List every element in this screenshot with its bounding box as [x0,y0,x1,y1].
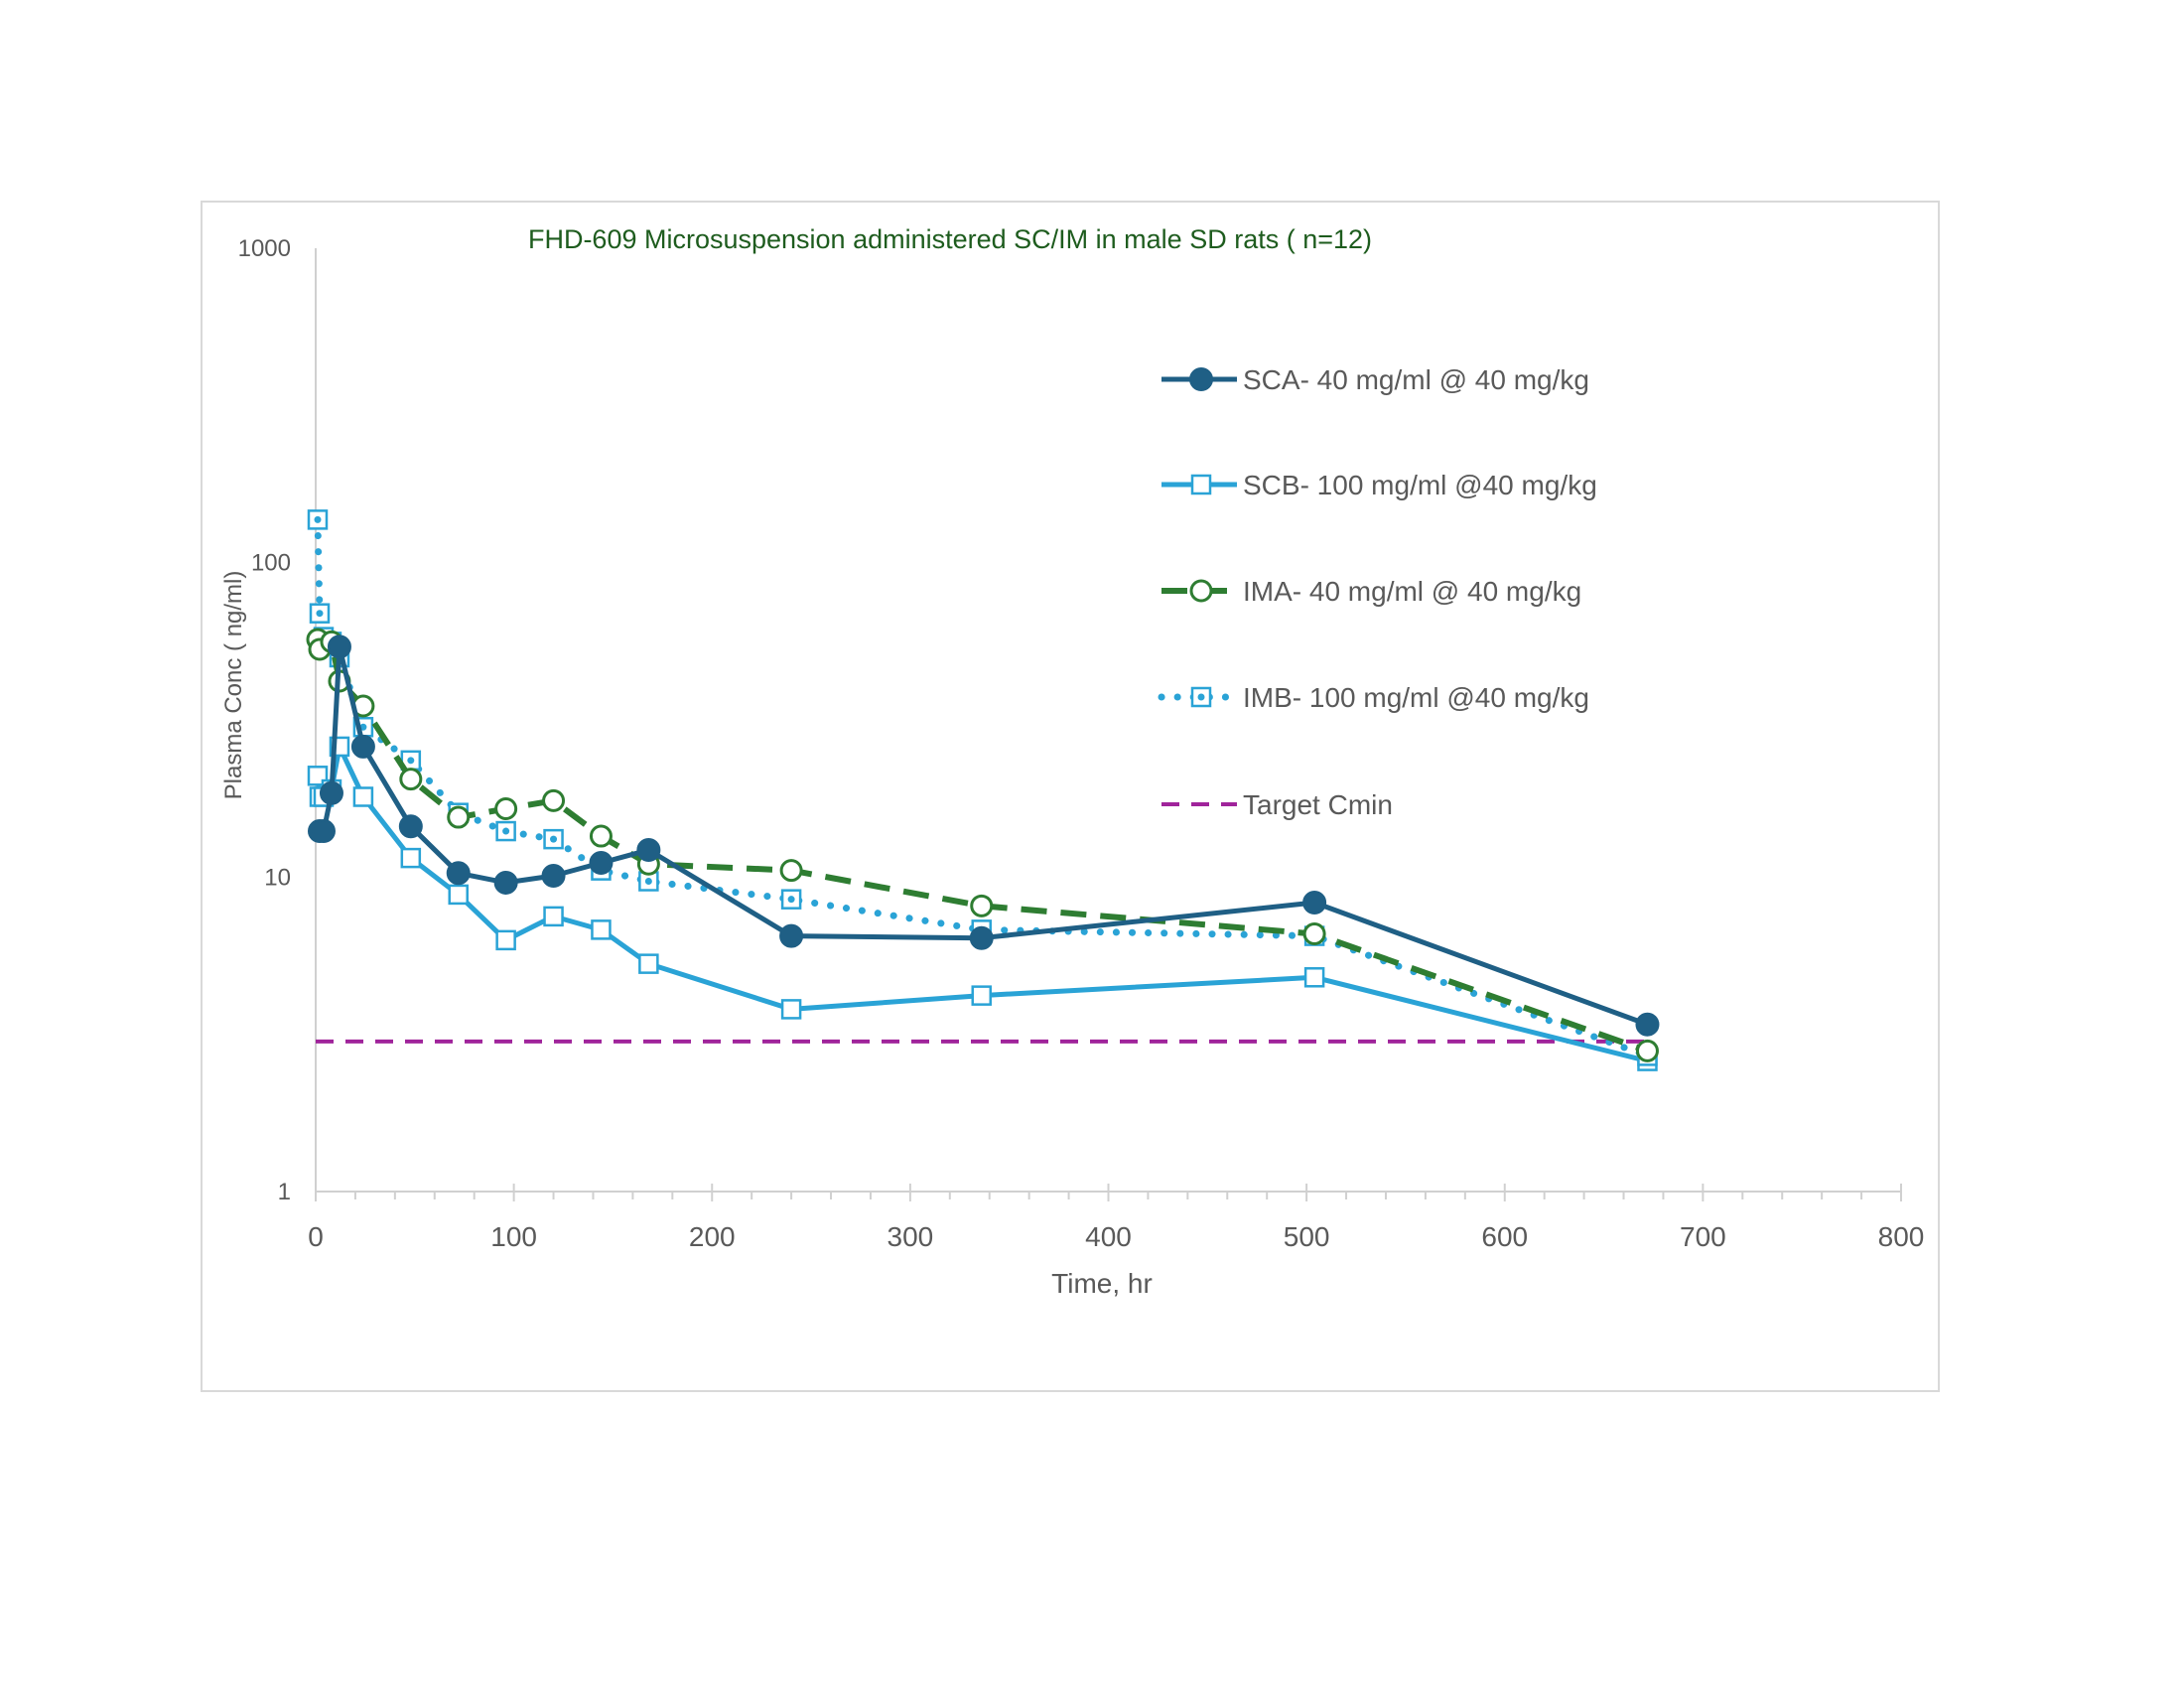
series-2-point [970,894,994,917]
series-3-point-dot [314,515,322,523]
series-0-point [319,780,343,805]
series-0-point [327,634,351,659]
series-1-point [638,953,659,974]
series-2-point [494,796,518,820]
y-tick-label: 1000 [238,235,291,262]
series-2-point [589,824,613,848]
series-0-point [1635,1012,1660,1037]
legend-label: SCB- 100 mg/ml @40 mg/kg [1243,470,1597,500]
x-tick-label: 100 [490,1221,537,1252]
x-tick-label: 0 [308,1221,324,1252]
axes: 0 100 200 300 400 500 600 700 800 1 10 100 1000 [238,235,1925,1252]
series-0-point [589,850,614,875]
x-tick-label: 200 [689,1221,736,1252]
series-2-point [542,788,566,812]
series-1-point [1303,967,1325,988]
x-tick-label: 500 [1284,1221,1330,1252]
series-1-point [780,999,802,1020]
series-1-point [448,884,469,906]
series-3-point-dot [787,896,795,904]
y-tick-label: 1 [278,1179,291,1205]
series-3-point-dot [644,878,652,886]
x-tick-label: 600 [1481,1221,1528,1252]
x-tick-label: 800 [1878,1221,1925,1252]
series-0-point [446,861,471,886]
series-3-point-dot [502,827,510,835]
series-0-point [541,863,566,888]
chart-frame [201,201,1940,1392]
series-3-point [543,828,564,850]
legend-label: IMB- 100 mg/ml @40 mg/kg [1243,682,1589,713]
x-tick-label: 400 [1085,1221,1132,1252]
legend-item: SCB- 100 mg/ml @40 mg/kg [1161,470,1597,500]
series-0 [307,634,1660,1037]
series-3-point [309,603,331,624]
legend-swatch-marker [1190,686,1212,708]
legend-swatch-marker [1190,474,1212,495]
series-1-point [352,786,374,807]
series-0-point [779,923,804,948]
series-2-point [447,805,471,829]
series-0-point [398,814,423,839]
y-axis-title: Plasma Conc ( ng/ml) [220,571,247,800]
series-3-point [307,509,329,530]
y-tick-label: 10 [264,864,291,891]
legend-label: IMA- 40 mg/ml @ 40 mg/kg [1243,576,1581,607]
series-1-point [543,906,564,927]
series-0-point [493,870,518,895]
y-tick-label: 100 [251,550,291,577]
series-2-point [399,768,423,791]
chart-title: FHD-609 Microsuspension administered SC/… [528,224,1372,254]
x-tick-label: 700 [1680,1221,1726,1252]
series-0-point [311,819,336,844]
legend: SCA- 40 mg/ml @ 40 mg/kg SCB- 100 mg/ml @… [1158,364,1597,820]
series-layer [306,509,1660,1071]
legend-item: SCA- 40 mg/ml @ 40 mg/kg [1161,364,1589,395]
series-1-point [495,929,516,951]
legend-item: IMB- 100 mg/ml @40 mg/kg [1158,682,1589,713]
series-2-point [1302,921,1326,945]
series-3-point [780,889,802,910]
series-3-point-dot [316,610,324,618]
legend-item: Target Cmin [1161,789,1393,820]
series-3-point-dot [407,757,415,765]
series-1-point [591,919,612,940]
series-3-point-dot [550,835,558,843]
legend-label: Target Cmin [1243,789,1393,820]
series-0-point [350,734,375,759]
series-3-point [495,820,516,842]
series-0-point [636,837,661,862]
legend-swatch-marker [1189,579,1213,603]
series-1-point [400,847,422,869]
series-0-point [969,925,994,950]
series-2-point [779,859,803,883]
legend-swatch-marker [1189,367,1213,391]
legend-item: IMA- 40 mg/ml @ 40 mg/kg [1161,576,1581,607]
legend-swatch-marker-dot [1197,693,1205,701]
series-2-point [1635,1039,1659,1062]
x-axis-title: Time, hr [1051,1268,1153,1299]
legend-label: SCA- 40 mg/ml @ 40 mg/kg [1243,364,1589,395]
x-tick-label: 300 [887,1221,934,1252]
series-1-point [971,985,992,1006]
series-0-point [1302,890,1327,914]
